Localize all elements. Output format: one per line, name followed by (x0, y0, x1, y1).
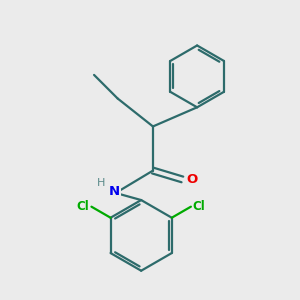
Text: Cl: Cl (77, 200, 90, 213)
Text: O: O (186, 173, 197, 186)
Text: N: N (109, 185, 120, 198)
Text: H: H (97, 178, 105, 188)
Text: Cl: Cl (193, 200, 206, 213)
